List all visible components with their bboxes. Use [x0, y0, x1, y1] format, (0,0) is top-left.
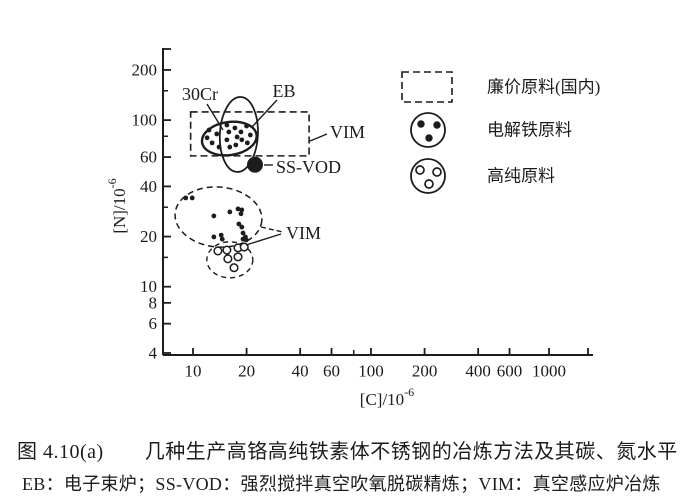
data-point-electrolytic-upper: [232, 125, 238, 131]
data-point-high-purity-vim: [222, 245, 232, 255]
y-axis-title: [N]/10-6: [105, 178, 129, 233]
data-point-electrolytic-vim: [183, 195, 189, 201]
data-point-high-purity-vim: [233, 252, 243, 262]
x-tick-label: 10: [185, 362, 202, 381]
label-eb: EB: [272, 81, 295, 101]
data-point-ss-vod: [246, 156, 263, 173]
y-tick-label: 8: [149, 293, 158, 312]
x-tick-label: 200: [412, 362, 438, 381]
data-point-electrolytic-upper: [238, 129, 244, 135]
y-tick-label: 40: [140, 177, 157, 196]
figure-caption: 图 4.10(a) 几种生产高铬高纯铁素体不锈钢的冶炼方法及其碳、氮水平: [17, 441, 678, 463]
legend-open-dot-icon: [424, 179, 434, 189]
x-tick-label: 20: [238, 362, 255, 381]
data-point-electrolytic-vim: [239, 224, 245, 230]
data-point-electrolytic-upper: [206, 127, 212, 133]
region-eb-ellipse: [218, 96, 259, 173]
data-point-electrolytic-upper: [227, 144, 233, 150]
data-point-electrolytic-vim: [236, 221, 242, 227]
y-tick-label: 20: [140, 227, 157, 246]
data-point-electrolytic-vim: [227, 209, 233, 215]
label-vim-lower-leader-line: [245, 233, 282, 246]
label-vim-upper-leader-line: [309, 133, 328, 142]
data-point-electrolytic-upper: [216, 144, 222, 150]
label-ss-vod: SS-VOD: [276, 157, 341, 177]
legend-dot-icon: [433, 121, 441, 129]
x-tick-label: 40: [292, 362, 309, 381]
data-point-electrolytic-upper: [234, 134, 240, 140]
legend-dot-icon: [425, 134, 433, 142]
data-point-electrolytic-upper: [226, 129, 232, 135]
legend-label-high-purity: 高纯原料: [487, 167, 555, 186]
x-tick-label: 1000: [532, 362, 566, 381]
legend-swatch-electrolytic-iron: [410, 112, 446, 148]
legend-label-cheap-raw-material: 廉价原料(国内): [487, 78, 600, 97]
data-point-high-purity-vim: [223, 254, 233, 264]
y-tick-label: 4: [149, 344, 158, 363]
legend-open-dot-icon: [432, 167, 442, 177]
data-point-electrolytic-upper: [244, 140, 250, 146]
data-point-electrolytic-vim: [219, 236, 225, 242]
region-high-purity-ellipse: [206, 241, 254, 279]
data-point-electrolytic-upper: [204, 135, 210, 141]
data-point-electrolytic-upper: [224, 122, 230, 128]
data-point-electrolytic-vim: [235, 206, 241, 212]
data-point-electrolytic-upper: [239, 137, 245, 143]
y-tick-label: 200: [132, 60, 158, 79]
label-vim-upper: VIM: [330, 122, 365, 142]
label-30cr-leader-line: [206, 103, 224, 131]
label-eb-leader-line: [251, 99, 278, 128]
label-30cr: 30Cr: [182, 84, 218, 104]
data-point-electrolytic-upper: [233, 142, 239, 148]
x-tick-label: 600: [497, 362, 523, 381]
label-vim-lower: VIM: [286, 223, 321, 243]
data-point-electrolytic-vim: [239, 207, 245, 213]
legend-dot-icon: [417, 120, 425, 128]
data-point-electrolytic-upper: [214, 131, 220, 137]
legend-swatch-cheap-raw-material: [401, 71, 453, 103]
y-tick-label: 60: [140, 148, 157, 167]
data-point-high-purity-vim: [213, 246, 223, 256]
region-vim-box: [189, 111, 310, 157]
scatter-chart: 10 20 40 60 100 200 400 600 10002001006040201086…: [105, 48, 600, 409]
legend-label-electrolytic-iron: 电解铁原料: [487, 121, 572, 140]
data-point-electrolytic-vim: [211, 234, 217, 240]
legend-open-dot-icon: [415, 165, 425, 175]
legend-swatch-high-purity: [410, 158, 446, 194]
data-point-electrolytic-vim: [238, 211, 244, 217]
data-point-electrolytic-upper: [209, 140, 215, 146]
data-point-electrolytic-upper: [247, 132, 253, 138]
region-vim-ellipse: [174, 186, 263, 248]
x-axis-title: [C]/10-6: [360, 385, 414, 409]
figure-caption-abbreviations: EB：电子束炉；SS-VOD：强烈搅拌真空吹氧脱碳精炼；VIM：真空感应炉冶炼: [22, 474, 661, 494]
x-tick-label: 400: [465, 362, 491, 381]
region-cr30-ellipse: [200, 120, 258, 157]
y-tick-label: 10: [140, 277, 157, 296]
data-point-high-purity-vim: [229, 263, 239, 273]
data-point-electrolytic-vim: [240, 230, 246, 236]
x-tick-label: 100: [358, 362, 384, 381]
data-point-electrolytic-vim: [211, 213, 217, 219]
data-point-electrolytic-upper: [224, 137, 230, 143]
data-point-electrolytic-vim: [218, 232, 224, 238]
x-tick-label: 60: [323, 362, 340, 381]
data-point-electrolytic-vim: [240, 236, 246, 242]
data-point-electrolytic-vim: [189, 195, 195, 201]
data-point-electrolytic-upper: [244, 123, 249, 129]
y-tick-label: 6: [149, 314, 158, 333]
y-tick-label: 100: [132, 111, 158, 130]
label-vim-lower-leader-line: [260, 226, 284, 233]
